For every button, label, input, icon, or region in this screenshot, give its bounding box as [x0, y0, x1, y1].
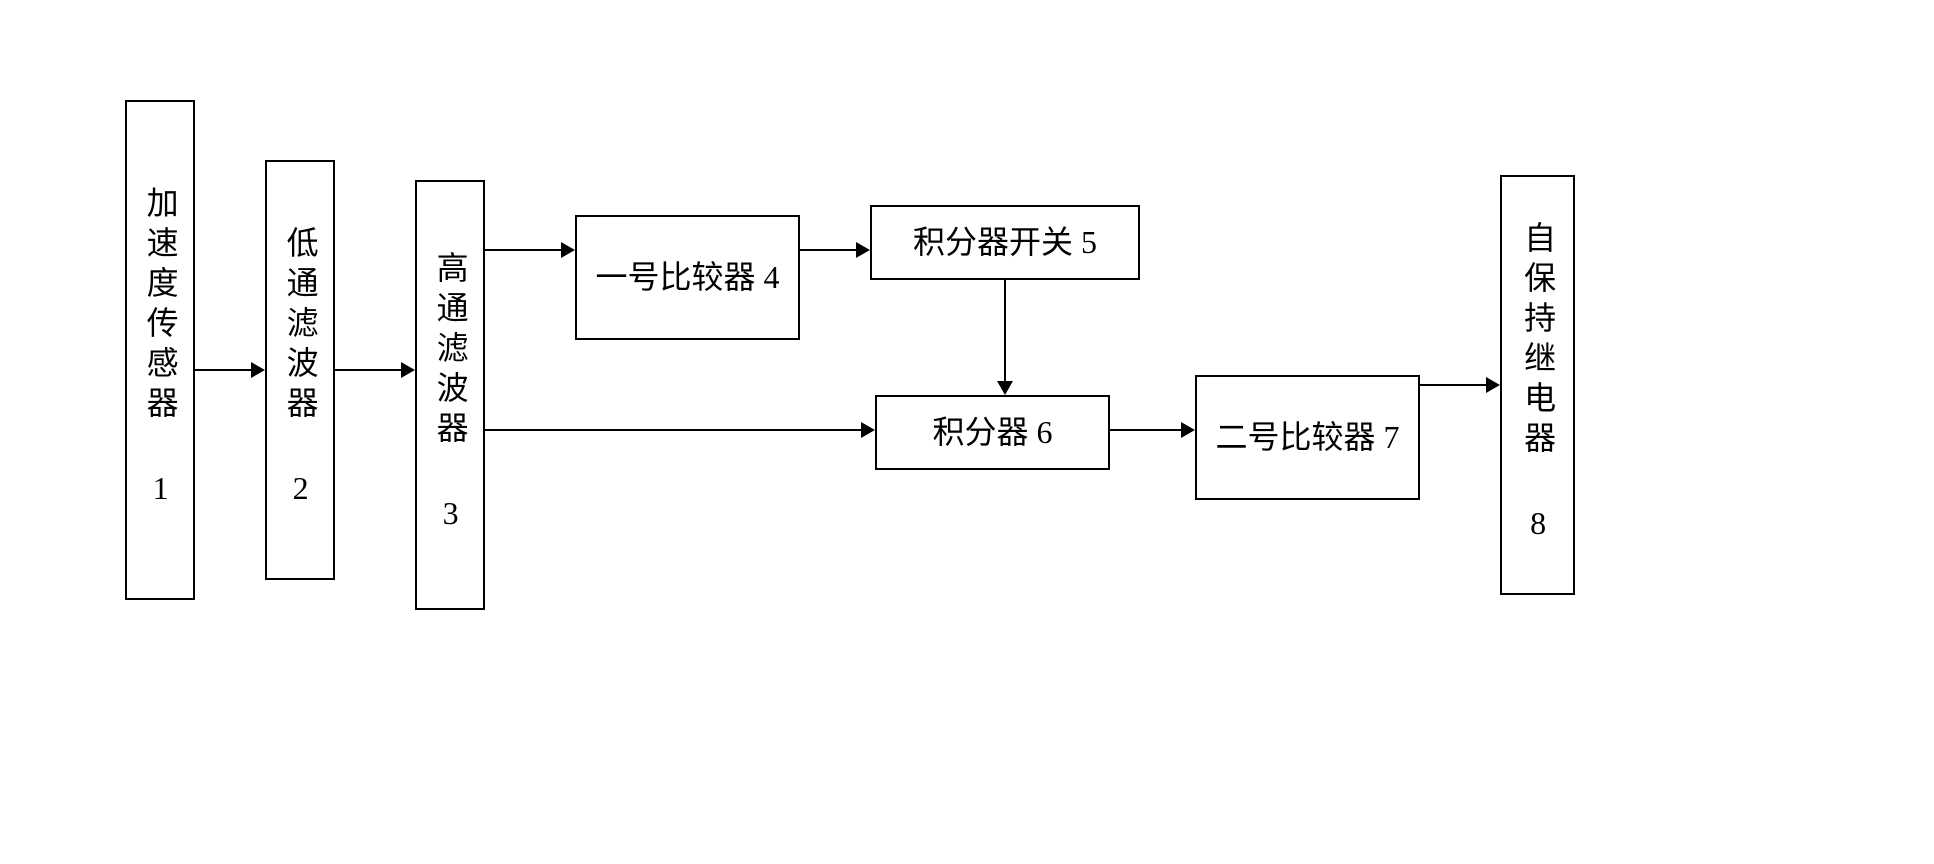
node-label-n5: 积分器开关 5 [913, 217, 1097, 268]
arrowhead-n3-n4 [561, 242, 575, 258]
node-n5: 积分器开关 5 [870, 205, 1140, 280]
node-label-n3: 高通滤波器 3 [424, 251, 475, 539]
node-label-n1: 加速度传感器 1 [134, 186, 185, 514]
edge-n5-n6 [1004, 280, 1006, 383]
arrowhead-n2-n3 [401, 362, 415, 378]
arrowhead-n4-n5 [856, 242, 870, 258]
node-n6: 积分器 6 [875, 395, 1110, 470]
node-n4: 一号比较器 4 [575, 215, 800, 340]
flowchart-canvas: 加速度传感器 1 低通滤波器 2 高通滤波器 3 一号比较器 4 积分器开关 5 积分器 … [0, 0, 1934, 864]
node-n2: 低通滤波器 2 [265, 160, 335, 580]
node-n8: 自保持继电器 8 [1500, 175, 1575, 595]
edge-n6-n7 [1110, 429, 1183, 431]
edge-n4-n5 [800, 249, 858, 251]
edge-n3-n4 [485, 249, 563, 251]
arrowhead-n5-n6 [997, 381, 1013, 395]
arrowhead-n6-n7 [1181, 422, 1195, 438]
node-label-n6: 积分器 6 [932, 407, 1052, 458]
arrowhead-n7-n8 [1486, 377, 1500, 393]
arrowhead-n1-n2 [251, 362, 265, 378]
node-label-n7: 二号比较器 7 [1215, 412, 1399, 463]
edge-n2-n3 [335, 369, 403, 371]
node-label-n2: 低通滤波器 2 [274, 226, 325, 514]
edge-n1-n2 [195, 369, 253, 371]
node-label-n8: 自保持继电器 8 [1512, 221, 1563, 549]
node-label-n4: 一号比较器 4 [595, 252, 779, 303]
edge-n3-n6 [485, 429, 863, 431]
node-n7: 二号比较器 7 [1195, 375, 1420, 500]
node-n1: 加速度传感器 1 [125, 100, 195, 600]
arrowhead-n3-n6 [861, 422, 875, 438]
node-n3: 高通滤波器 3 [415, 180, 485, 610]
edge-n7-n8 [1420, 384, 1488, 386]
